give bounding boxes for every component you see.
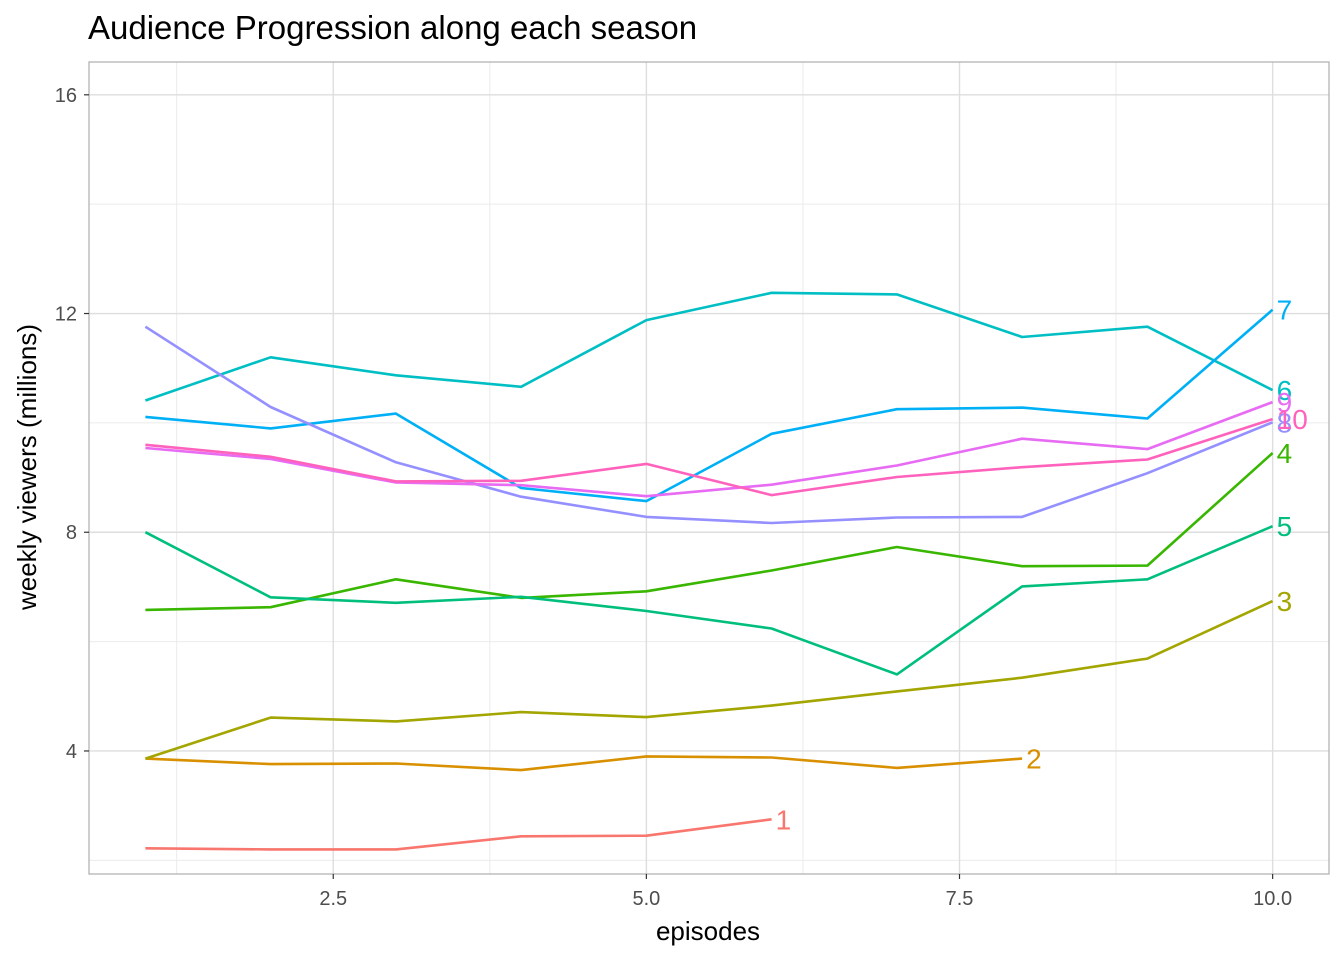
series-line-8 xyxy=(144,325,1274,525)
y-tick-label: 4 xyxy=(66,741,77,763)
series-end-label: 4 xyxy=(1277,438,1293,469)
x-tick-label: 5.0 xyxy=(632,888,660,910)
series-line-1 xyxy=(145,818,772,851)
chart-title: Audience Progression along each season xyxy=(88,9,697,46)
series-end-label: 1 xyxy=(776,804,792,835)
series-line-2 xyxy=(145,755,1023,772)
gridlines xyxy=(89,62,1329,874)
series-line-9 xyxy=(145,400,1274,498)
series-end-label: 6 xyxy=(1277,375,1293,406)
y-axis-title: weekly viewers (millions) xyxy=(12,324,42,611)
series-line-6 xyxy=(144,291,1274,402)
x-tick-label: 7.5 xyxy=(946,888,974,910)
series-end-label: 10 xyxy=(1277,404,1308,435)
series-end-label: 2 xyxy=(1026,744,1042,775)
y-tick-label: 16 xyxy=(55,85,77,107)
x-axis-ticks: 2.5 5.0 7.5 10.0 xyxy=(319,874,1292,910)
plot-panel-border xyxy=(88,61,1330,875)
series-line-10 xyxy=(145,417,1273,497)
series-line-4 xyxy=(145,452,1274,612)
x-tick-label: 10.0 xyxy=(1253,888,1292,910)
series-line-5 xyxy=(144,525,1274,676)
series-line-7 xyxy=(145,308,1274,503)
y-tick-label: 8 xyxy=(66,522,77,544)
series-end-label: 8 xyxy=(1277,407,1293,438)
series-end-label: 3 xyxy=(1277,586,1293,617)
series-end-label: 5 xyxy=(1277,511,1293,542)
x-axis-title: episodes xyxy=(656,916,760,946)
x-tick-label: 2.5 xyxy=(319,888,347,910)
series-line-3 xyxy=(144,599,1274,760)
series-lines xyxy=(144,291,1274,851)
series-end-label: 7 xyxy=(1277,295,1293,326)
y-axis-ticks: 4 8 12 16 xyxy=(55,85,89,763)
series-end-label: 9 xyxy=(1277,387,1293,418)
y-tick-label: 12 xyxy=(55,304,77,326)
